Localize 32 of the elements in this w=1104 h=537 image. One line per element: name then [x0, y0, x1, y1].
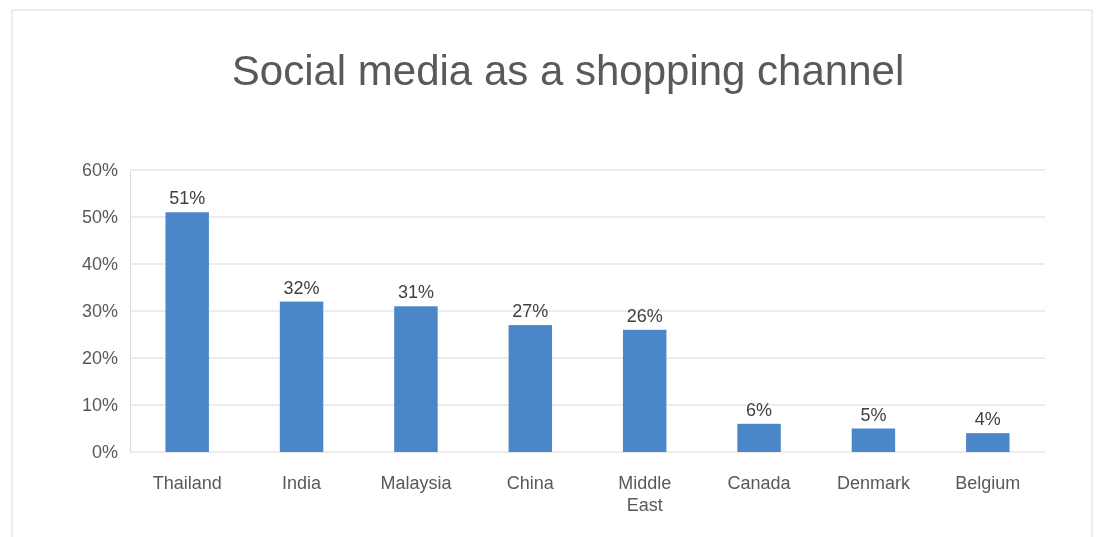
data-label: 6%: [746, 399, 773, 420]
y-tick-label: 50%: [81, 207, 118, 228]
data-label: 27%: [512, 301, 549, 322]
y-tick-label: 10%: [81, 395, 118, 416]
x-tick-label: India: [282, 473, 323, 493]
x-tick-label: China: [506, 473, 555, 493]
bar: [622, 329, 667, 452]
y-tick-label: 0%: [91, 442, 118, 463]
y-tick-label: 20%: [81, 348, 118, 369]
bar: [966, 433, 1010, 452]
data-label: 4%: [974, 409, 1001, 430]
data-label: 32%: [283, 277, 320, 298]
bar: [165, 212, 209, 452]
x-tick-label: Middle East: [618, 473, 672, 515]
data-label: 5%: [860, 404, 887, 425]
bar: [508, 325, 553, 452]
x-tick-label: Canada: [727, 473, 792, 493]
y-tick-label: 60%: [81, 160, 118, 181]
x-tick-label: Denmark: [836, 473, 911, 493]
data-label: 26%: [626, 305, 663, 326]
chart-title: Social media as a shopping channel: [231, 47, 905, 94]
bar: [279, 301, 324, 452]
data-label: 31%: [397, 282, 434, 303]
bar: [851, 428, 896, 452]
bar: [394, 306, 438, 452]
y-tick-label: 40%: [81, 254, 118, 275]
data-label: 51%: [169, 188, 206, 209]
x-tick-label: Thailand: [152, 473, 222, 493]
bar: [737, 423, 781, 452]
x-tick-label: Malaysia: [380, 473, 453, 493]
y-tick-label: 30%: [81, 301, 118, 322]
x-tick-label: Belgium: [955, 473, 1021, 493]
